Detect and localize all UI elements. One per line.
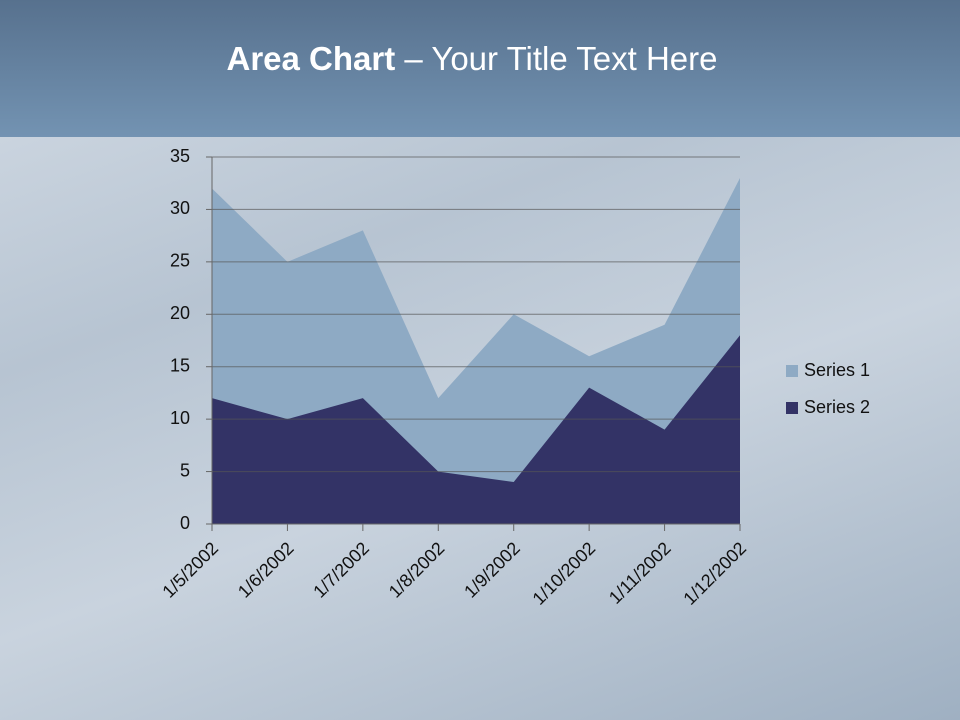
x-tick-label: 1/10/2002 <box>529 538 600 609</box>
legend-label: Series 1 <box>804 360 870 380</box>
x-tick-label: 1/12/2002 <box>679 538 750 609</box>
slide-title: Area Chart – Your Title Text Here <box>0 40 944 78</box>
legend-swatch <box>786 365 798 377</box>
x-tick-label: 1/8/2002 <box>385 538 449 602</box>
x-tick-label: 1/9/2002 <box>460 538 524 602</box>
x-tick-label: 1/11/2002 <box>605 538 675 608</box>
y-tick-label: 35 <box>170 146 190 166</box>
y-tick-label: 30 <box>170 198 190 218</box>
y-tick-label: 5 <box>180 460 190 480</box>
x-tick-label: 1/5/2002 <box>158 538 222 602</box>
legend-swatch <box>786 402 798 414</box>
x-tick-label: 1/6/2002 <box>234 538 298 602</box>
y-tick-label: 0 <box>180 513 190 533</box>
area <box>212 335 740 524</box>
legend-label: Series 2 <box>804 397 870 417</box>
title-bold: Area Chart <box>226 40 396 77</box>
title-rest: – Your Title Text Here <box>404 40 718 77</box>
y-tick-label: 25 <box>170 251 190 271</box>
x-tick-label: 1/7/2002 <box>309 538 373 602</box>
y-tick-label: 10 <box>170 408 190 428</box>
header-band <box>0 0 960 137</box>
y-tick-label: 20 <box>170 303 190 323</box>
y-tick-label: 15 <box>170 355 190 375</box>
